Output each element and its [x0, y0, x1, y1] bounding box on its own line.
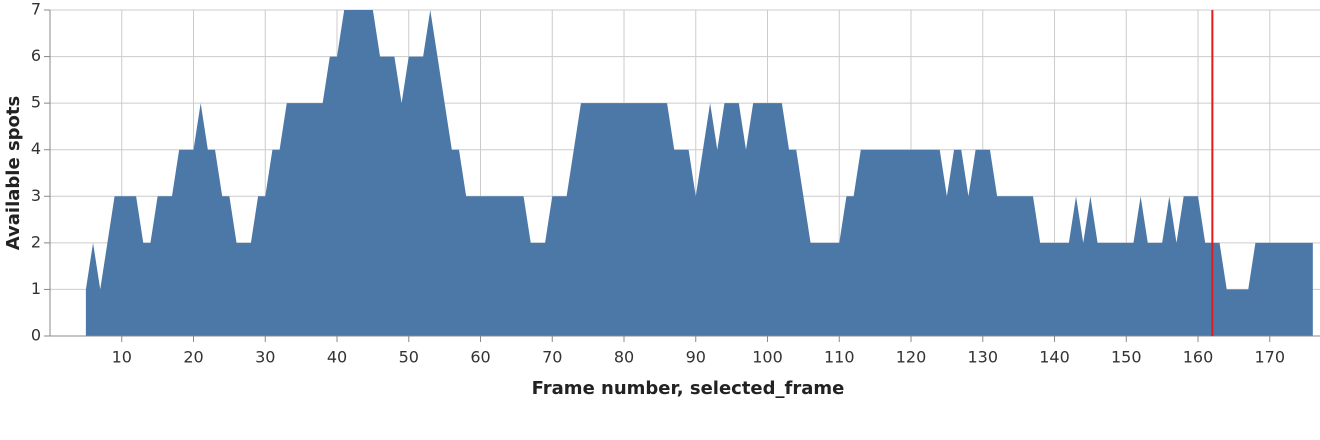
x-tick-label: 50: [399, 348, 419, 367]
x-tick-label: 130: [967, 348, 998, 367]
y-tick-label: 1: [31, 279, 41, 298]
x-tick-label: 100: [752, 348, 783, 367]
y-tick-label: 2: [31, 232, 41, 251]
x-tick-label: 80: [614, 348, 634, 367]
x-tick-label: 20: [183, 348, 203, 367]
x-tick-label: 110: [824, 348, 855, 367]
x-axis-title: Frame number, selected_frame: [532, 378, 845, 399]
y-tick-label: 0: [31, 326, 41, 345]
x-tick-label: 70: [542, 348, 562, 367]
x-tick-label: 40: [327, 348, 347, 367]
x-tick-label: 150: [1111, 348, 1142, 367]
x-tick-label: 140: [1039, 348, 1070, 367]
x-tick-label: 120: [896, 348, 927, 367]
y-tick-label: 5: [31, 93, 41, 112]
y-tick-label: 3: [31, 186, 41, 205]
x-tick-label: 60: [470, 348, 490, 367]
x-tick-label: 10: [112, 348, 132, 367]
x-tick-label: 30: [255, 348, 275, 367]
y-axis-title: Available spots: [3, 96, 24, 250]
x-tick-label: 170: [1255, 348, 1286, 367]
y-tick-label: 4: [31, 139, 41, 158]
x-tick-label: 90: [686, 348, 706, 367]
y-tick-label: 7: [31, 0, 41, 19]
area: [85, 10, 1313, 336]
y-tick-label: 6: [31, 46, 41, 65]
x-tick-label: 160: [1183, 348, 1214, 367]
